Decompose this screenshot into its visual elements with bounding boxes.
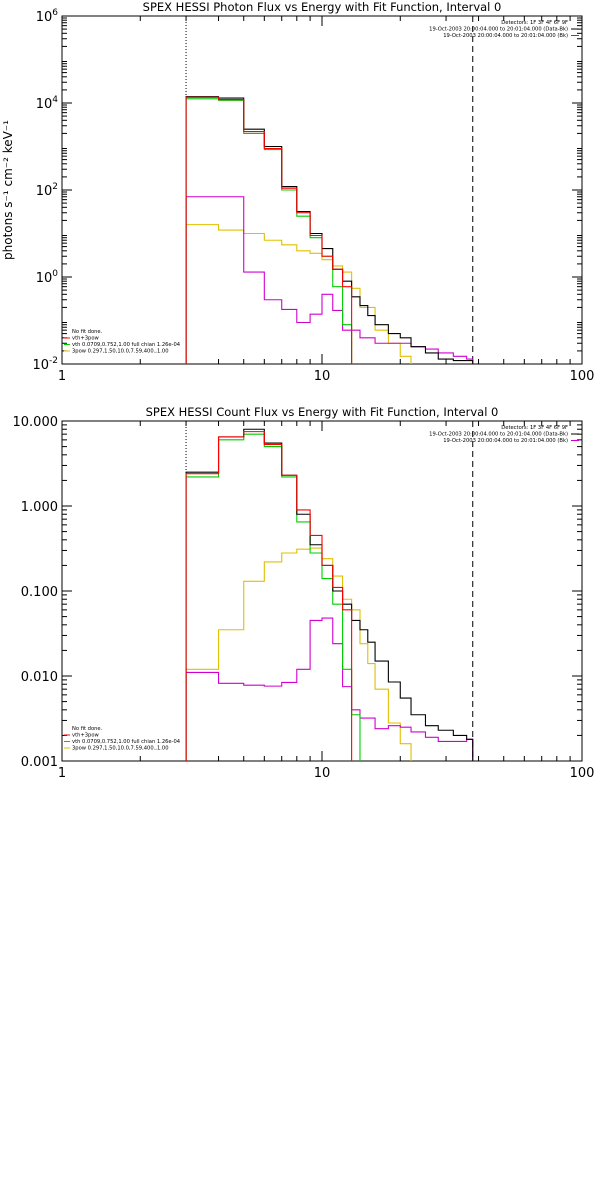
y-tick-label: 10.000 <box>13 415 59 430</box>
chart-panel-1: SPEX HESSI Photon Flux vs Energy with Fi… <box>1 0 594 384</box>
y-tick-exponent: -2 <box>49 356 58 366</box>
x-tick-label: 10 <box>314 369 331 384</box>
legend-entry: 3pow 0.297,1.50,10.0,7.59,400.,1.00 <box>72 746 169 752</box>
legend-entry: 3pow 0.297,1.50,10.0,7.59,400.,1.00 <box>72 349 169 355</box>
y-tick-label: 106 <box>36 8 59 25</box>
legend-entry: vth+3pow <box>72 733 100 739</box>
x-tick-label: 100 <box>570 369 595 384</box>
x-tick-label: 1 <box>58 369 66 384</box>
legend-status: No fit done. <box>72 726 103 732</box>
x-tick-label: 100 <box>570 766 595 781</box>
y-tick-exponent: 2 <box>52 182 58 192</box>
legend-entry: vth+3pow <box>72 336 100 342</box>
histogram-series-4 <box>185 617 474 761</box>
info-text-line: 19-Oct-2003 20:00:04.000 to 20:01:04.000… <box>429 27 568 33</box>
histogram-series-3 <box>185 224 412 364</box>
plot-frame <box>61 420 583 762</box>
histogram-series-2 <box>185 98 353 364</box>
y-tick-base: 10 <box>36 271 53 286</box>
y-tick-label: 1.000 <box>21 500 58 515</box>
x-tick-label: 10 <box>314 766 331 781</box>
chart-title: SPEX HESSI Count Flux vs Energy with Fit… <box>146 405 499 419</box>
info-text-line: 19-Oct-2003 20:00:04.000 to 20:01:04.000… <box>443 438 568 444</box>
info-text-line: 19-Oct-2003 20:00:04.000 to 20:01:04.000… <box>429 432 568 438</box>
y-axis-label: photons s⁻¹ cm⁻² keV⁻¹ <box>1 120 15 260</box>
info-text-line: 19-Oct-2003 20:00:04.000 to 20:01:04.000… <box>443 33 568 39</box>
x-tick-label: 1 <box>58 766 66 781</box>
y-tick-exponent: 6 <box>52 8 58 18</box>
data-area <box>185 421 474 761</box>
y-tick-label: 0.010 <box>21 670 58 685</box>
y-tick-label: 104 <box>36 95 59 112</box>
y-tick-label: 100 <box>36 269 59 286</box>
chart-panel-2: SPEX HESSI Count Flux vs Energy with Fit… <box>13 405 595 781</box>
y-tick-base: 10 <box>32 358 49 373</box>
y-tick-exponent: 0 <box>52 269 58 279</box>
histogram-series-0 <box>185 428 474 761</box>
info-text-line: Detectors: 1F 3F 4F 6F 9F <box>501 20 568 26</box>
histogram-series-1 <box>185 96 353 364</box>
chart-title: SPEX HESSI Photon Flux vs Energy with Fi… <box>143 0 502 14</box>
histogram-series-1 <box>185 431 353 761</box>
y-tick-label: 0.001 <box>21 755 58 770</box>
legend-entry: vth 0.0709,0.752,1.00 full chian 1.26e-0… <box>72 342 181 348</box>
y-tick-label: 0.100 <box>21 585 58 600</box>
y-tick-base: 10 <box>36 97 53 112</box>
info-text-line: Detectors: 1F 3F 4F 6F 9F <box>501 425 568 431</box>
y-tick-label: 10-2 <box>32 356 58 373</box>
data-area <box>185 16 474 364</box>
y-tick-label: 102 <box>36 182 58 199</box>
histogram-series-2 <box>185 433 361 761</box>
y-tick-base: 10 <box>36 10 53 25</box>
histogram-series-4 <box>185 196 474 364</box>
legend-status: No fit done. <box>72 329 103 335</box>
y-tick-base: 10 <box>36 184 53 199</box>
y-tick-exponent: 4 <box>52 95 58 105</box>
legend-entry: vth 0.0709,0.752,1.00 full chian 1.26e-0… <box>72 739 181 745</box>
